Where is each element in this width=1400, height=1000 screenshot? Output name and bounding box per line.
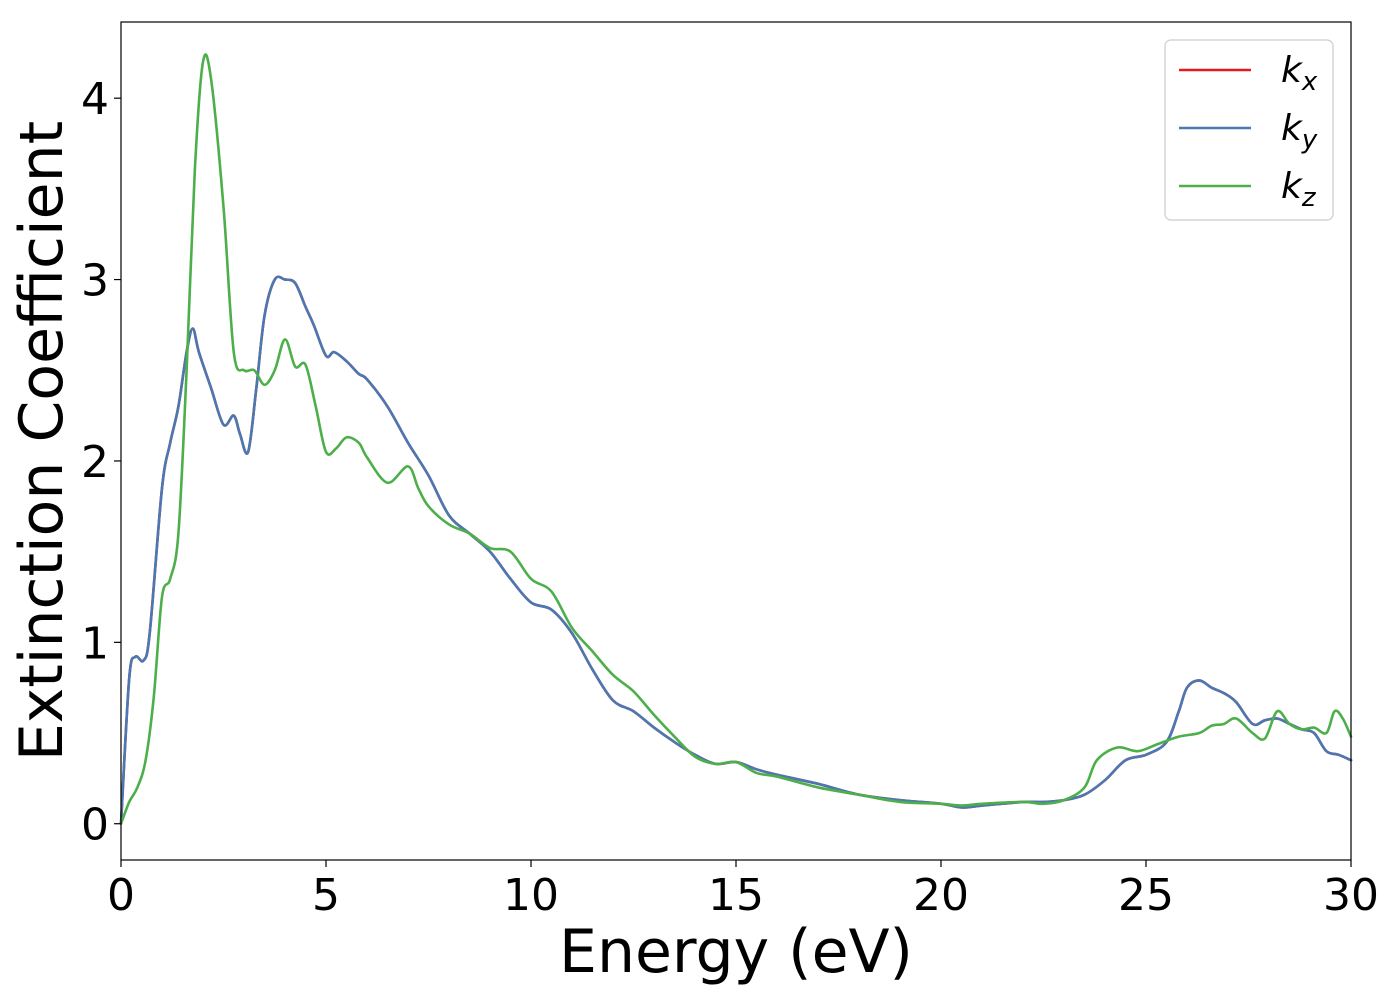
series-line-z <box>119 53 1353 826</box>
legend-label-x: kx <box>1281 50 1318 97</box>
plot-lines <box>119 53 1353 826</box>
x-tick-label: 20 <box>913 870 969 921</box>
x-tick-label: 30 <box>1323 870 1379 921</box>
y-axis-title: Extinction Coefficient <box>7 121 77 761</box>
x-axis-title: Energy (eV) <box>559 917 913 987</box>
x-tick-label: 25 <box>1118 870 1174 921</box>
x-tick-label: 5 <box>312 870 340 921</box>
y-tick-label: 0 <box>81 800 109 851</box>
y-tick-label: 3 <box>81 256 109 307</box>
legend: kx ky kz <box>1164 39 1334 221</box>
y-tick-label: 2 <box>81 437 109 488</box>
y-axis-ticks: 0 1 2 3 4 <box>81 74 121 851</box>
x-tick-label: 15 <box>708 870 764 921</box>
x-axis-ticks: 0 5 10 15 20 25 30 <box>107 860 1379 921</box>
series-line-y <box>119 275 1353 826</box>
legend-label-y: ky <box>1281 108 1318 155</box>
x-tick-label: 10 <box>503 870 559 921</box>
legend-label-z: kz <box>1281 166 1317 213</box>
y-tick-label: 1 <box>81 618 109 669</box>
x-tick-label: 0 <box>107 870 135 921</box>
legend-frame <box>1164 39 1334 221</box>
y-tick-label: 4 <box>81 74 109 125</box>
